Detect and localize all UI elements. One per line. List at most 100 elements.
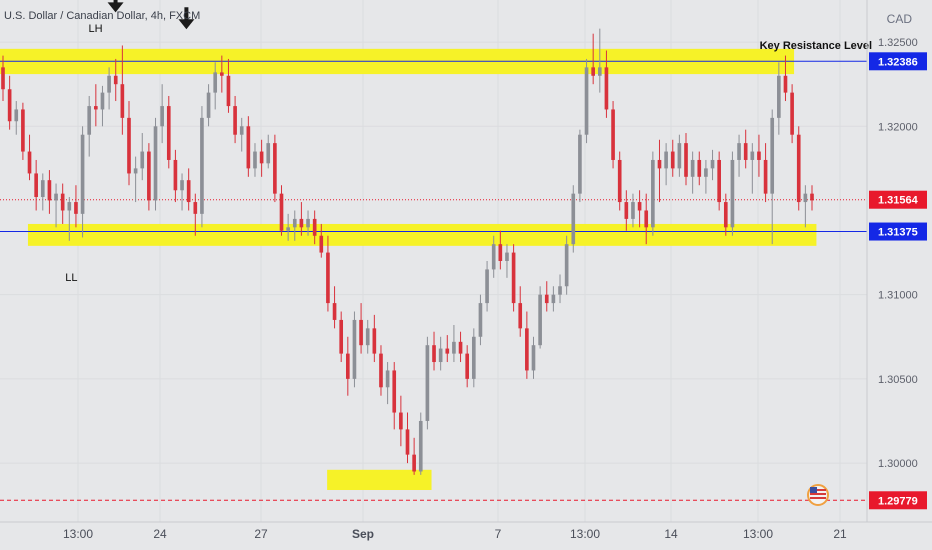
price-tick-label: 1.30000 [878, 458, 918, 470]
candle [292, 210, 297, 241]
flag-icon[interactable] [807, 484, 829, 506]
candle [578, 129, 582, 203]
candle [213, 62, 218, 110]
candle [206, 84, 211, 127]
candle [345, 336, 350, 396]
candle [54, 183, 58, 228]
candle-body [345, 353, 350, 379]
candle-body [239, 126, 244, 135]
candle-body [697, 159, 702, 177]
price-label-text: 1.31564 [878, 195, 919, 207]
candle-body [551, 294, 556, 304]
candle [723, 193, 728, 236]
candles [1, 28, 814, 475]
candle-body [578, 134, 582, 194]
price-label-badge: 1.31375 [869, 222, 927, 241]
candle [166, 95, 171, 169]
candle-body [657, 159, 662, 169]
candle [113, 58, 118, 102]
candle-body [531, 345, 536, 371]
candle-body [372, 328, 377, 354]
candle-body [359, 319, 363, 346]
candle-body [491, 244, 496, 270]
price-tick-label: 1.31000 [878, 290, 918, 302]
candle-body [730, 159, 735, 228]
candle-body [478, 303, 483, 337]
candle-body [564, 244, 569, 287]
price-label-badge: 1.32386 [869, 52, 927, 71]
candle [40, 173, 45, 211]
candle-body [180, 180, 184, 191]
candle-body [193, 202, 198, 214]
arrow-head [178, 19, 195, 30]
candle-body [140, 151, 145, 169]
candle [306, 210, 310, 236]
candle [127, 101, 131, 186]
candle-body [558, 286, 562, 295]
candle-body [399, 412, 403, 430]
candle-body [80, 134, 85, 214]
candle [339, 311, 344, 363]
candle [47, 170, 52, 214]
candle-body [637, 202, 642, 211]
candle-body [292, 218, 297, 228]
candle-body [591, 67, 595, 76]
candle [94, 84, 98, 127]
price-axis[interactable]: 1.32500 1.32000 1.31000 1.30500 1.30000 1.323… [869, 37, 927, 510]
candle [80, 126, 85, 238]
time-tick-label: Sep [352, 527, 374, 541]
candle [319, 223, 324, 258]
candle-body [432, 345, 436, 363]
candle [710, 149, 715, 181]
candle-body [611, 109, 615, 160]
candle-body [617, 159, 622, 203]
candle-body [100, 92, 105, 110]
candle [286, 213, 290, 241]
time-tick-label: 24 [153, 527, 167, 541]
candle [412, 437, 416, 475]
time-tick-label: 21 [833, 527, 847, 541]
candle [657, 139, 662, 203]
price-tick-label: 1.32500 [878, 37, 918, 49]
candle-body [365, 328, 370, 346]
candle [644, 193, 649, 245]
candle-body [690, 159, 695, 177]
candle [790, 84, 794, 144]
price-label-text: 1.32386 [878, 56, 918, 68]
candle-body [200, 117, 204, 214]
candle-body [710, 159, 715, 169]
candle [551, 286, 556, 312]
candle-body [498, 244, 503, 261]
candle [730, 151, 735, 236]
price-label-badge: 1.31564 [869, 190, 927, 209]
candle [246, 116, 251, 177]
candle [60, 183, 65, 224]
arrow-shaft [184, 7, 189, 22]
candle [611, 101, 615, 169]
candle-body [94, 106, 98, 110]
candle [279, 185, 284, 236]
arrow-head [107, 2, 124, 13]
candle-body [213, 72, 218, 93]
candle [67, 197, 72, 241]
candle [359, 303, 363, 354]
candle-body [160, 106, 164, 127]
candle [750, 143, 755, 194]
candle [160, 84, 164, 144]
candle [200, 106, 204, 228]
candle-body [186, 180, 191, 203]
candle [651, 151, 655, 236]
candle-body [790, 92, 794, 135]
annotation-label: LH [89, 23, 103, 35]
candle [531, 336, 536, 379]
candle-body [770, 117, 775, 194]
time-tick-label: 27 [254, 527, 268, 541]
candle-body [34, 173, 38, 198]
candle [1, 55, 5, 102]
price-label-background [869, 491, 927, 510]
candle-body [339, 319, 344, 354]
time-axis[interactable]: 13:00 24 27 Sep 7 13:00 14 13:00 21 [63, 527, 847, 541]
candle-body [418, 420, 423, 472]
candle-body [392, 370, 397, 413]
